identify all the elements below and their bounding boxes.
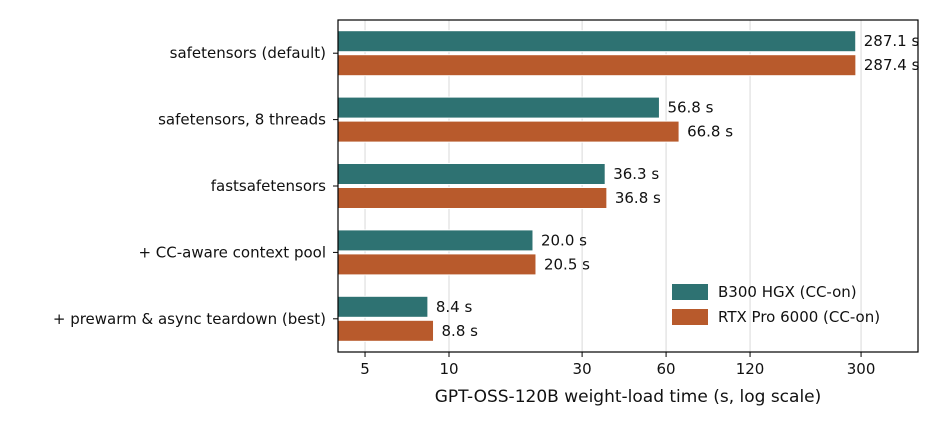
value-label: 36.3 s [613,165,659,183]
legend: B300 HGX (CC-on) RTX Pro 6000 (CC-on) [672,283,880,326]
value-label: 20.5 s [544,255,590,273]
bar [337,253,537,276]
value-label: 20.0 s [541,231,587,249]
bar [337,187,608,209]
legend-swatch [672,284,708,300]
x-tick-label: 60 [657,360,676,378]
category-label: fastsafetensors [211,177,326,195]
value-label: 287.4 s [864,56,920,74]
bar [337,54,857,77]
x-tick-label: 300 [847,360,876,378]
bar [337,229,534,252]
value-label: 36.8 s [615,189,661,207]
value-label: 8.4 s [436,298,473,316]
value-label: 66.8 s [687,123,733,141]
bar [337,30,857,53]
legend-swatch [672,309,708,325]
legend-label: B300 HGX (CC-on) [718,283,857,301]
value-label: 287.1 s [864,32,920,50]
legend-label: RTX Pro 6000 (CC-on) [718,308,880,326]
x-axis-title: GPT-OSS-120B weight-load time (s, log sc… [435,387,822,407]
bar [337,163,606,185]
x-tick-label: 5 [360,360,370,378]
x-tick-label: 120 [736,360,765,378]
bar [337,319,435,342]
x-tick-label: 30 [573,360,592,378]
category-label: + prewarm & async teardown (best) [53,310,326,328]
category-label: + CC-aware context pool [138,243,326,261]
axes: 5 10 30 60 120 300 safetensors (default) safete… [53,44,876,378]
category-label: safetensors (default) [170,44,326,62]
value-label: 8.8 s [442,322,479,340]
value-label: 56.8 s [667,99,713,117]
bar [337,120,680,143]
category-label: safetensors, 8 threads [158,111,326,129]
x-tick-label: 10 [439,360,458,378]
bar [337,295,429,318]
bar [337,96,660,119]
